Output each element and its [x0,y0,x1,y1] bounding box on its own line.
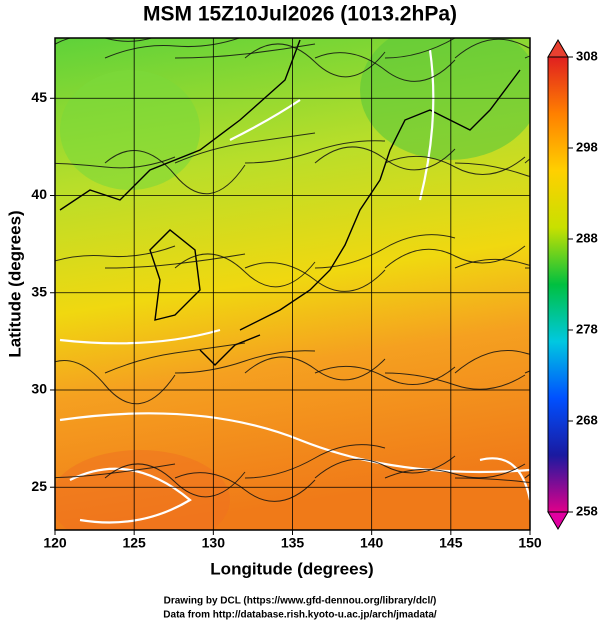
streamline [174,253,316,288]
y-tick-label: 35 [31,283,47,299]
streamline [174,132,316,164]
colorbar-tick-label: 308 [576,48,598,63]
streamline [314,146,456,171]
x-tick-label: 150 [518,535,542,551]
map-field [55,38,530,530]
colorbar-tick-label: 268 [576,412,598,427]
streamline [314,234,456,269]
streamline [104,342,246,374]
streamline [104,150,246,195]
title: MSM 15Z10Jul2026 (1013.2hPa) [143,3,457,26]
streamline [384,463,526,479]
y-tick-label: 30 [31,381,47,397]
y-tick-label: 45 [31,89,47,105]
colorbar-tick-label: 278 [576,321,598,336]
x-tick-label: 120 [43,535,67,551]
streamline [244,262,386,292]
colorbar-max-arrow [547,39,569,58]
streamline [244,43,386,78]
y-tick-label: 40 [31,186,47,202]
y-tick-label: 25 [31,478,47,494]
streamline [174,472,316,502]
colorbar-tick-label: 298 [576,139,598,154]
streamline [244,140,386,164]
streamline [384,245,526,269]
streamline [384,155,526,175]
streamline [314,455,456,479]
y-axis-label: Latitude (degrees) [5,210,24,357]
colorbar-min-arrow [547,511,569,530]
streamline [384,372,526,390]
colorbar-tick-label: 258 [576,503,598,518]
credit: Drawing by DCL (https://www.gfd-dennou.o… [164,596,437,607]
x-tick-label: 145 [439,535,463,551]
x-tick-label: 135 [281,535,305,551]
streamline [384,38,457,59]
colorbar [547,56,569,513]
colorbar-tick-label: 288 [576,230,598,245]
x-tick-label: 130 [202,535,226,551]
streamline [104,463,246,498]
streamline [174,350,316,374]
streamline [454,38,530,59]
streamline [314,365,456,385]
streamline [454,258,530,269]
streamline [104,38,241,59]
streamline [454,477,530,483]
streamline [55,360,176,405]
x-tick-label: 125 [122,535,146,551]
streamline [454,162,530,177]
streamline [244,444,386,479]
credit: Data from http://database.rish.kyoto-u.a… [163,610,437,621]
x-axis-label: Longitude (degrees) [210,559,373,578]
streamline [454,350,530,374]
streamline [244,356,386,381]
streamline [314,52,456,82]
x-tick-label: 140 [360,535,384,551]
